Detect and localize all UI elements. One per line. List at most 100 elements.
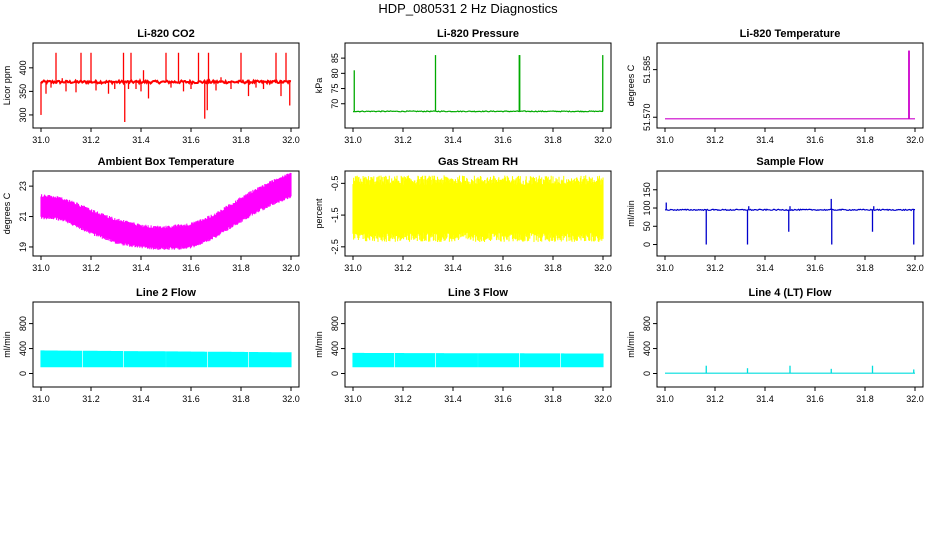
plot-frame (32, 170, 300, 257)
x-tick-label: 32.0 (906, 263, 924, 273)
x-tick-label: 31.8 (544, 394, 562, 404)
x-tick-label: 31.8 (856, 394, 874, 404)
x-tick-label: 31.4 (132, 135, 150, 145)
x-tick-label: 31.4 (444, 263, 462, 273)
x-tick-label: 31.6 (182, 263, 200, 273)
chart-title: Line 2 Flow (136, 287, 196, 299)
x-tick-label: 31.2 (394, 135, 412, 145)
x-tick-label: 32.0 (594, 263, 612, 273)
plot-area (665, 50, 915, 120)
x-tick-label: 31.0 (656, 394, 674, 404)
chart-panel-rh: Gas Stream RH percent 31.0 31.2 31.4 31.6 31.8… (314, 156, 612, 273)
y-axis-label: ml/min (2, 331, 12, 358)
chart-panel-pressure: Li-820 Pressure kPa 31.0 31.2 31.4 31.6 31.8 32… (314, 28, 612, 145)
x-tick-label: 32.0 (282, 263, 300, 273)
chart-panel-box: Ambient Box Temperature degrees C 31.0 31.2… (2, 156, 300, 273)
chart-panel-line3: Line 3 Flow ml/min 31.0 31.2 31.4 31.6 31.8 32.… (314, 287, 612, 404)
x-tick-label: 31.8 (232, 394, 250, 404)
x-tick-label: 31.6 (494, 394, 512, 404)
x-tick-label: 31.0 (32, 394, 50, 404)
x-tick-label: 31.0 (32, 263, 50, 273)
y-tick-label: 350 (18, 84, 28, 99)
y-tick-label: 400 (330, 341, 340, 356)
page-title: HDP_080531 2 Hz Diagnostics (378, 1, 558, 16)
x-tick-label: 32.0 (594, 135, 612, 145)
y-tick-label: 19 (18, 242, 28, 252)
plot-frame (344, 42, 612, 129)
x-tick-label: 31.4 (756, 135, 774, 145)
x-tick-label: 31.0 (344, 394, 362, 404)
y-tick-label: 300 (18, 107, 28, 122)
x-tick-label: 31.8 (544, 135, 562, 145)
y-tick-label: 0 (18, 371, 28, 376)
series-line (352, 110, 604, 113)
y-axis-label: kPa (314, 78, 324, 94)
chart-title: Line 3 Flow (448, 287, 508, 299)
plot-area (40, 350, 292, 368)
x-tick-label: 31.6 (182, 394, 200, 404)
y-tick-label: 21 (18, 212, 28, 222)
y-tick-label: 85 (330, 53, 340, 63)
x-tick-label: 31.2 (82, 135, 100, 145)
x-tick-label: 31.0 (656, 135, 674, 145)
plot-area (352, 352, 604, 368)
x-tick-label: 31.0 (344, 135, 362, 145)
plot-frame (32, 301, 300, 388)
x-tick-label: 31.8 (856, 135, 874, 145)
chart-panel-temp: Li-820 Temperature degrees C 31.0 31.2 31.4 3… (626, 28, 924, 145)
plot-area (352, 55, 604, 113)
x-tick-label: 31.6 (182, 135, 200, 145)
plot-frame (656, 301, 924, 388)
y-axis-label: degrees C (626, 64, 636, 106)
y-axis-label: ml/min (626, 200, 636, 227)
x-tick-label: 31.4 (132, 263, 150, 273)
series-band (40, 172, 292, 250)
chart-title: Li-820 CO2 (137, 28, 194, 40)
plot-frame (344, 170, 612, 257)
x-tick-label: 31.0 (344, 263, 362, 273)
x-tick-label: 31.2 (82, 394, 100, 404)
x-tick-label: 32.0 (282, 394, 300, 404)
chart-title: Li-820 Pressure (437, 28, 519, 40)
x-tick-label: 31.6 (806, 394, 824, 404)
x-tick-label: 31.4 (444, 135, 462, 145)
x-tick-label: 32.0 (594, 394, 612, 404)
chart-title: Line 4 (LT) Flow (749, 287, 832, 299)
y-tick-label: 400 (18, 341, 28, 356)
y-tick-label: 51.570 (642, 103, 652, 131)
y-axis-label: Licor ppm (2, 66, 12, 106)
series-band (352, 352, 604, 368)
x-tick-label: 31.2 (706, 135, 724, 145)
y-tick-label: 51.585 (642, 56, 652, 84)
x-tick-label: 31.6 (494, 263, 512, 273)
x-tick-label: 31.0 (656, 263, 674, 273)
y-tick-label: 400 (18, 60, 28, 75)
plot-area (665, 365, 915, 374)
y-axis-label: ml/min (626, 331, 636, 358)
x-tick-label: 31.2 (394, 263, 412, 273)
y-tick-label: 0 (642, 371, 652, 376)
chart-title: Ambient Box Temperature (98, 156, 235, 168)
x-tick-label: 32.0 (906, 135, 924, 145)
chart-panel-line4: Line 4 (LT) Flow ml/min 31.0 31.2 31.4 31.6 31… (626, 287, 924, 404)
y-tick-label: 800 (18, 316, 28, 331)
chart-panel-sample: Sample Flow ml/min 31.0 31.2 31.4 31.6 31.8 32.… (626, 156, 924, 273)
x-tick-label: 31.6 (806, 135, 824, 145)
plot-area (40, 172, 292, 250)
x-tick-label: 32.0 (906, 394, 924, 404)
y-tick-label: 100 (642, 201, 652, 216)
x-tick-label: 31.8 (544, 263, 562, 273)
chart-title: Li-820 Temperature (740, 28, 841, 40)
y-tick-label: -2.5 (330, 239, 340, 255)
y-tick-label: 150 (642, 182, 652, 197)
y-axis-label: degrees C (2, 192, 12, 234)
y-tick-label: -1.5 (330, 207, 340, 223)
y-tick-label: 800 (642, 316, 652, 331)
plot-frame (656, 170, 924, 257)
series-band (40, 350, 292, 368)
plot-frame (656, 42, 924, 129)
x-tick-label: 31.4 (444, 394, 462, 404)
x-tick-label: 31.0 (32, 135, 50, 145)
x-tick-label: 31.8 (232, 263, 250, 273)
